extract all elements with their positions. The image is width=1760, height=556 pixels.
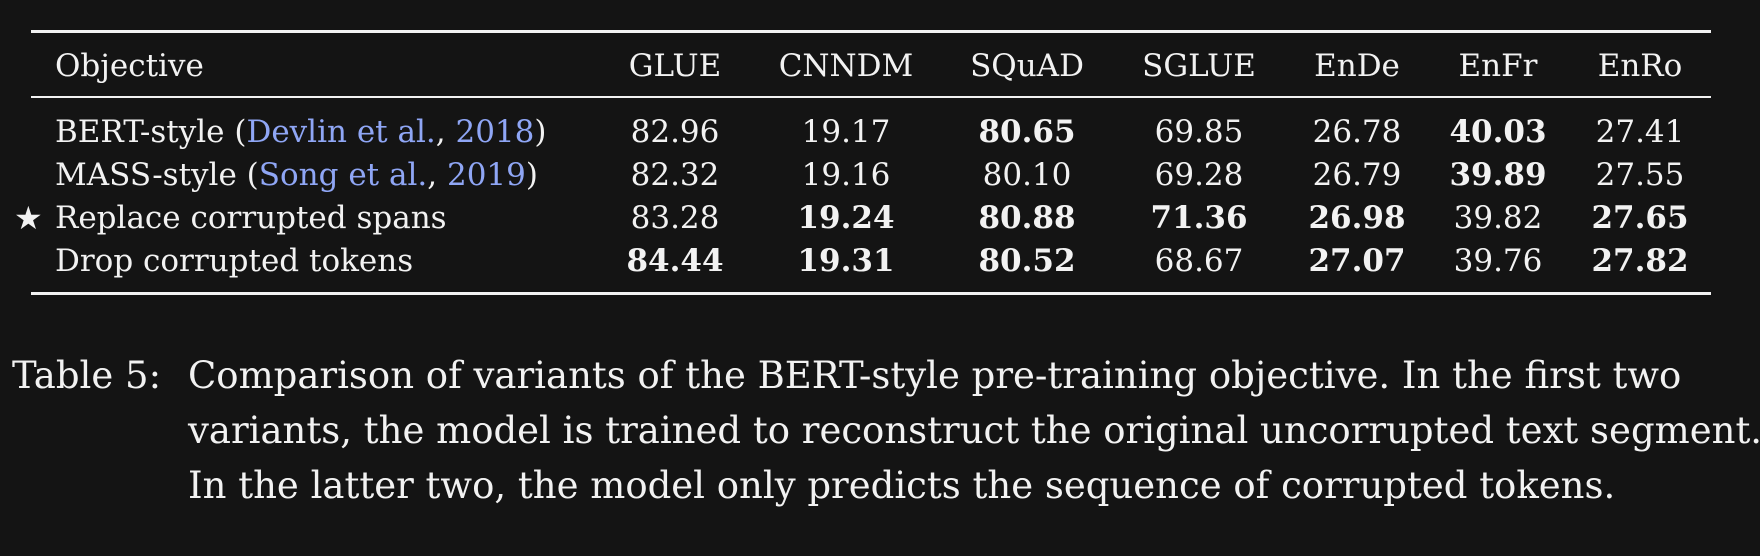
table-header-row: Objective GLUE CNNDM SQuAD SGLUE EnDe En… bbox=[0, 46, 1760, 86]
table-cell: 83.28 bbox=[630, 200, 720, 236]
citation-author-link[interactable]: Song et al. bbox=[258, 157, 428, 193]
table-cell: 39.89 bbox=[1449, 157, 1547, 193]
citation-year-link[interactable]: 2019 bbox=[446, 157, 526, 193]
objective-name: Drop corrupted tokens bbox=[55, 243, 414, 279]
row-objective: Drop corrupted tokens bbox=[55, 241, 413, 281]
table-cell: 69.28 bbox=[1154, 157, 1244, 193]
table-cell: 82.96 bbox=[630, 114, 720, 150]
citation-author-link[interactable]: Devlin et al. bbox=[246, 114, 436, 150]
table-cell: 39.82 bbox=[1453, 200, 1543, 236]
header-ende: EnDe bbox=[1314, 48, 1400, 84]
header-enfr: EnFr bbox=[1458, 48, 1538, 84]
table-cell: 80.65 bbox=[978, 114, 1076, 150]
caption-line: variants, the model is trained to recons… bbox=[188, 409, 1760, 452]
caption-line: In the latter two, the model only predic… bbox=[188, 464, 1616, 507]
citation-open-paren: ( bbox=[236, 157, 259, 193]
table-cell: 27.82 bbox=[1591, 243, 1689, 279]
table-row: BERT-style (Devlin et al., 2018) 82.96 19.… bbox=[0, 112, 1760, 152]
citation-close-paren: ) bbox=[534, 114, 547, 150]
citation-year-link[interactable]: 2018 bbox=[455, 114, 535, 150]
table-cell: 26.79 bbox=[1312, 157, 1402, 193]
table-cell: 19.16 bbox=[801, 157, 891, 193]
table-top-rule bbox=[31, 30, 1711, 33]
caption-text: Comparison of variants of the BERT-style… bbox=[188, 348, 1760, 513]
header-objective: Objective bbox=[55, 48, 204, 84]
table-row: MASS-style (Song et al., 2019) 82.32 19.16… bbox=[0, 155, 1760, 195]
row-objective: Replace corrupted spans bbox=[55, 198, 447, 238]
objective-name: BERT-style bbox=[55, 114, 225, 150]
table-cell: 39.76 bbox=[1453, 243, 1543, 279]
table-cell: 27.65 bbox=[1591, 200, 1689, 236]
table-cell: 19.24 bbox=[797, 200, 895, 236]
table-cell: 40.03 bbox=[1449, 114, 1547, 150]
table-row: Drop corrupted tokens 84.44 19.31 80.52 68.6… bbox=[0, 241, 1760, 281]
table-cell: 80.10 bbox=[982, 157, 1072, 193]
objective-name: Replace corrupted spans bbox=[55, 200, 447, 236]
star-icon: ★ bbox=[14, 199, 43, 237]
table-cell: 68.67 bbox=[1154, 243, 1244, 279]
objective-name: MASS-style bbox=[55, 157, 237, 193]
table-cell: 84.44 bbox=[626, 243, 724, 279]
table-bottom-rule bbox=[31, 292, 1711, 295]
citation-open-paren: ( bbox=[224, 114, 247, 150]
header-cnndm: CNNDM bbox=[778, 48, 914, 84]
table-cell: 26.98 bbox=[1308, 200, 1406, 236]
citation-separator: , bbox=[427, 157, 447, 193]
citation-close-paren: ) bbox=[525, 157, 538, 193]
table-cell: 19.31 bbox=[797, 243, 895, 279]
table-cell: 82.32 bbox=[630, 157, 720, 193]
citation-separator: , bbox=[435, 114, 456, 150]
row-objective: MASS-style (Song et al., 2019) bbox=[55, 155, 538, 195]
table-cell: 69.85 bbox=[1154, 114, 1244, 150]
table-cell: 26.78 bbox=[1312, 114, 1402, 150]
caption-line: Comparison of variants of the BERT-style… bbox=[188, 354, 1682, 397]
header-sglue: SGLUE bbox=[1142, 48, 1256, 84]
table-cell: 27.07 bbox=[1308, 243, 1406, 279]
table-cell: 80.88 bbox=[978, 200, 1076, 236]
header-squad: SQuAD bbox=[970, 48, 1084, 84]
table-row: ★ Replace corrupted spans 83.28 19.24 80.88 7… bbox=[0, 198, 1760, 238]
table-cell: 27.41 bbox=[1595, 114, 1685, 150]
header-glue: GLUE bbox=[628, 48, 722, 84]
table-header-rule bbox=[31, 96, 1711, 98]
table-cell: 27.55 bbox=[1595, 157, 1685, 193]
table-cell: 19.17 bbox=[801, 114, 891, 150]
row-objective: BERT-style (Devlin et al., 2018) bbox=[55, 112, 546, 152]
header-enro: EnRo bbox=[1597, 48, 1683, 84]
table-cell: 80.52 bbox=[978, 243, 1076, 279]
caption-label: Table 5: bbox=[12, 354, 162, 397]
table-cell: 71.36 bbox=[1150, 200, 1248, 236]
